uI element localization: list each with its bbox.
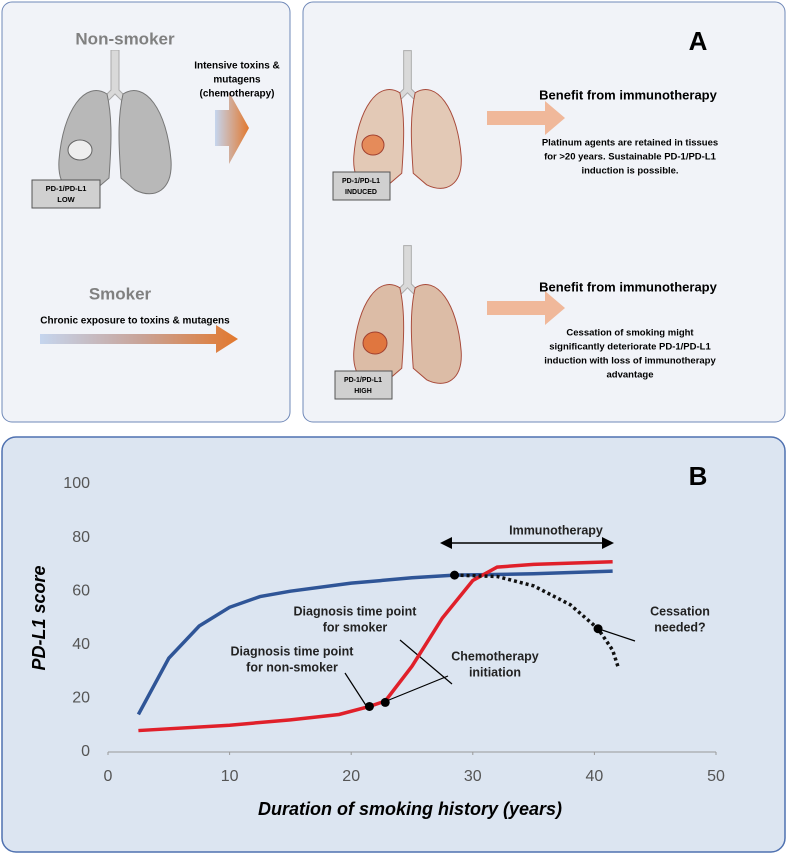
arrow bbox=[487, 291, 565, 325]
panel-label: A bbox=[689, 26, 708, 56]
note: Cessation of smoking might bbox=[566, 328, 694, 339]
panel-label: B bbox=[689, 461, 708, 491]
arrow-text: mutagens bbox=[213, 75, 261, 86]
point bbox=[380, 697, 390, 707]
x-tick-label: 50 bbox=[707, 768, 725, 785]
line bbox=[138, 559, 613, 733]
arrow bbox=[215, 92, 249, 164]
note: for >20 years. Sustainable PD-1/PD-L1 bbox=[544, 152, 717, 163]
annotation: Diagnosis time point bbox=[231, 644, 355, 658]
point bbox=[593, 624, 603, 634]
annotation: Cessation bbox=[650, 604, 710, 618]
arrow bbox=[487, 101, 565, 135]
x-tick-label: 0 bbox=[104, 768, 113, 785]
point bbox=[364, 701, 374, 711]
x-tick-label: 30 bbox=[464, 768, 482, 785]
tag: HIGH bbox=[354, 388, 372, 395]
x-tick-label: 10 bbox=[221, 768, 239, 785]
y-tick-label: 20 bbox=[72, 690, 90, 707]
tumor bbox=[362, 331, 388, 355]
arrow-text: (chemotherapy) bbox=[199, 89, 274, 100]
tag: LOW bbox=[57, 195, 75, 204]
annotation: initiation bbox=[469, 665, 521, 679]
tumor bbox=[361, 134, 385, 156]
tag: PD-1/PD-L1 bbox=[46, 184, 87, 193]
annotation: Immunotherapy bbox=[509, 523, 603, 537]
title: Smoker bbox=[89, 284, 152, 303]
note: advantage bbox=[607, 370, 654, 381]
tag-box bbox=[334, 370, 393, 400]
note: induction with loss of immunotherapy bbox=[544, 356, 716, 367]
x-tick-label: 20 bbox=[342, 768, 360, 785]
point bbox=[450, 570, 460, 580]
y-tick-label: 80 bbox=[72, 529, 90, 546]
arrow-text: Intensive toxins & bbox=[194, 61, 280, 72]
annotation: Diagnosis time point bbox=[294, 604, 418, 618]
annotation: needed? bbox=[654, 620, 705, 634]
annotation: Chemotherapy bbox=[451, 649, 539, 663]
tag-box bbox=[31, 179, 101, 209]
y-tick-label: 60 bbox=[72, 582, 90, 599]
y-tick-label: 0 bbox=[81, 743, 90, 760]
y-tick-label: 40 bbox=[72, 636, 90, 653]
line bbox=[454, 573, 621, 670]
note: Platinum agents are retained in tissues bbox=[542, 138, 718, 149]
connectors bbox=[344, 627, 636, 708]
annotation: for non-smoker bbox=[246, 660, 338, 674]
arrow bbox=[40, 325, 238, 353]
tag: PD-1/PD-L1 bbox=[342, 178, 380, 185]
panel-b bbox=[1, 436, 786, 853]
x-axis-title: Duration of smoking history (years) bbox=[258, 799, 562, 819]
tag-box bbox=[332, 171, 391, 201]
heading: Benefit from immunotherapy bbox=[539, 87, 717, 102]
heading: Benefit from immunotherapy bbox=[539, 279, 717, 294]
y-axis-title: PD-L1 score bbox=[29, 565, 49, 670]
annotation: for smoker bbox=[323, 620, 388, 634]
tumor bbox=[67, 139, 93, 161]
x-tick-label: 40 bbox=[586, 768, 604, 785]
note: induction is possible. bbox=[581, 166, 678, 177]
tag: INDUCED bbox=[345, 189, 377, 196]
arrow-text: Chronic exposure to toxins & mutagens bbox=[40, 316, 230, 327]
y-tick-label: 100 bbox=[63, 475, 90, 492]
note: significantly deteriorate PD-1/PD-L1 bbox=[549, 342, 711, 353]
tag: PD-1/PD-L1 bbox=[344, 377, 382, 384]
title: Non-smoker bbox=[75, 29, 175, 48]
